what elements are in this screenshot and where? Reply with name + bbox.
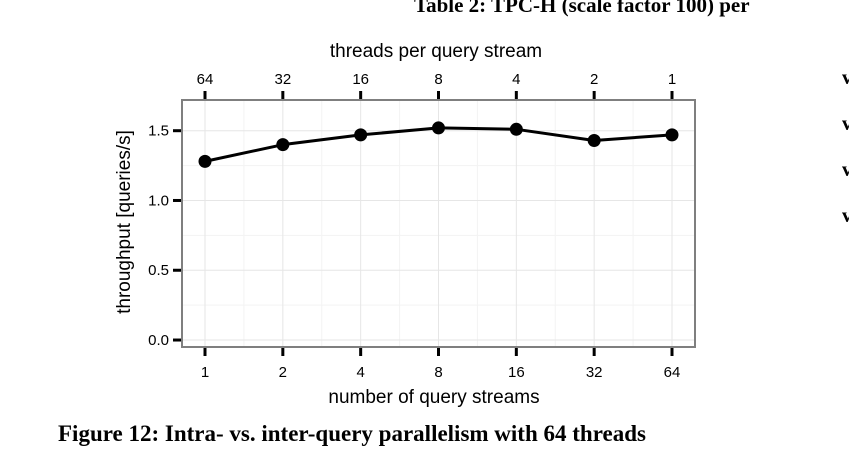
top-x-tick-label: 16	[352, 71, 369, 88]
x-tick-label: 2	[279, 364, 287, 381]
y-axis-label: throughput [queries/s]	[114, 130, 135, 314]
x-tick-label: 32	[586, 364, 603, 381]
data-point	[354, 128, 368, 142]
top-x-tick-label: 64	[197, 71, 214, 88]
data-point	[276, 138, 290, 152]
side-text-fragments: v v v v	[842, 56, 849, 240]
side-text-fragment: v	[842, 113, 849, 135]
grid-lines	[182, 100, 695, 347]
x-tick-label: 8	[434, 364, 442, 381]
x-tick-label: 4	[356, 364, 364, 381]
y-tick-label: 0.0	[148, 332, 169, 349]
y-tick-label: 1.5	[148, 123, 169, 140]
figure-caption: Figure 12: Intra- vs. inter-query parall…	[58, 421, 646, 446]
side-text-fragment: v	[842, 67, 849, 89]
axes: 1 2 4 8 16 32 64 64 32 16 8 4 2 1 0.0 0.5 1.0 1.5	[148, 71, 680, 381]
series-throughput	[198, 121, 679, 168]
top-x-tick-label: 2	[590, 71, 598, 88]
data-point	[509, 122, 523, 136]
x-tick-label: 16	[508, 364, 525, 381]
y-tick-label: 0.5	[148, 262, 169, 279]
top-x-tick-label: 32	[274, 71, 291, 88]
x-axis-label: number of query streams	[328, 387, 539, 408]
data-point	[432, 121, 445, 135]
top-axis-label: threads per query stream	[330, 41, 542, 62]
y-tick-label: 1.0	[148, 192, 169, 209]
data-point	[198, 154, 212, 168]
x-tick-label: 64	[664, 364, 681, 381]
top-x-tick-label: 1	[668, 71, 676, 88]
data-point	[665, 128, 679, 142]
data-point	[587, 133, 601, 147]
top-x-tick-label: 4	[512, 71, 520, 88]
side-text-fragment: v	[842, 205, 849, 227]
top-x-tick-label: 8	[434, 71, 442, 88]
side-text-fragment: v	[842, 159, 849, 181]
table-heading: Table 2: TPC-H (scale factor 100) per	[414, 0, 750, 17]
plot-frame	[181, 99, 696, 348]
x-tick-label: 1	[201, 364, 209, 381]
